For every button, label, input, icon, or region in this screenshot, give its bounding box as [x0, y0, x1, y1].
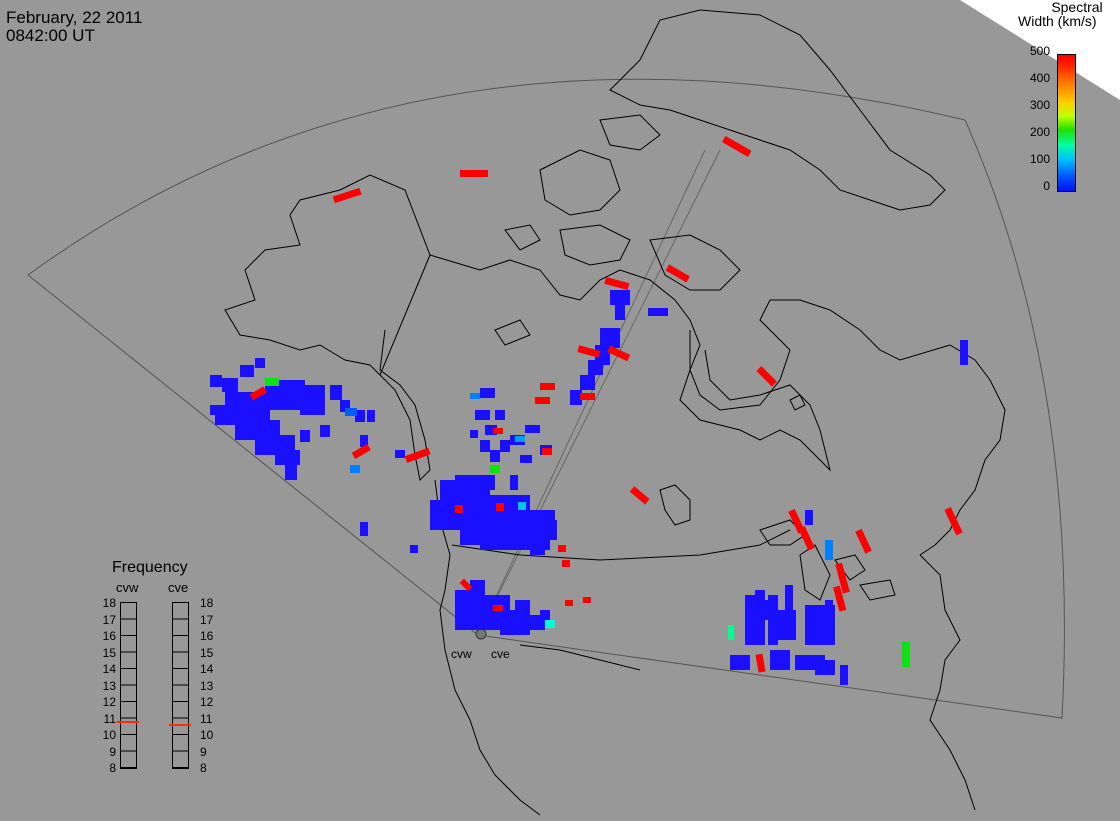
- time-label: 0842:00 UT: [6, 26, 95, 45]
- station-label-cvw: cvw: [451, 647, 472, 661]
- polar-cap-blank: [960, 0, 1120, 100]
- coastlines: [224, 9, 1006, 816]
- frequency-marker-cve: [169, 724, 191, 727]
- colorbar-tick: 0: [1043, 179, 1050, 193]
- station-label-cve: cve: [491, 647, 510, 661]
- radar-site-marker: [475, 628, 487, 640]
- frequency-scale-cvw: [120, 602, 137, 769]
- frequency-tick-left: 14: [102, 662, 116, 676]
- data-cells-green: [265, 378, 910, 667]
- frequency-tick-left: 17: [102, 612, 116, 627]
- colorbar-tick: 100: [1029, 152, 1050, 166]
- frequency-tick-left: 9: [109, 744, 116, 759]
- frequency-tick-left: 8: [109, 761, 116, 775]
- fov-outline: [27, 78, 1065, 719]
- frequency-tick-right: 17: [200, 612, 214, 627]
- frequency-title: Frequency: [112, 559, 188, 576]
- colorbar-tick: 300: [1029, 98, 1050, 112]
- frequency-tick-left: 18: [102, 596, 116, 610]
- data-cells-red: [249, 135, 963, 673]
- frequency-tick-right: 9: [200, 744, 207, 759]
- colorbar-tick: 400: [1029, 71, 1050, 85]
- boundaries: [379, 254, 791, 671]
- frequency-tick-right: 12: [200, 695, 214, 709]
- frequency-tick-right: 11: [200, 711, 213, 726]
- frequency-tick-right: 13: [200, 678, 214, 693]
- frequency-tick-left: 13: [102, 678, 116, 693]
- colorbar-title-line2: Width (km/s): [1018, 13, 1097, 29]
- frequency-marker-cvw: [117, 721, 139, 724]
- frequency-tick-left: 10: [102, 728, 116, 742]
- fov-beam-line-2: [477, 149, 706, 636]
- date-label: February, 22 2011: [6, 8, 143, 27]
- frequency-tick-right: 16: [200, 629, 214, 643]
- colorbar-title-line1: Spectral: [1051, 0, 1103, 15]
- fov-beam-line-1: [477, 149, 721, 636]
- channel-label-cve: cve: [168, 580, 189, 595]
- frequency-tick-right: 14: [200, 662, 214, 676]
- colorbar-scale: [1057, 54, 1076, 192]
- frequency-tick-right: 10: [200, 728, 214, 742]
- channel-label-cvw: cvw: [116, 580, 139, 595]
- frequency-tick-left: 11: [103, 711, 116, 726]
- frequency-tick-right: 8: [200, 761, 207, 775]
- data-cells-cyan: [345, 393, 833, 640]
- frequency-tick-right: 18: [200, 596, 214, 610]
- colorbar-tick: 200: [1029, 125, 1050, 139]
- colorbar-tick: 500: [1029, 44, 1050, 58]
- frequency-tick-left: 16: [102, 629, 116, 643]
- frequency-tick-left: 15: [102, 645, 116, 660]
- frequency-tick-left: 12: [102, 695, 116, 709]
- frequency-scale-cve: [172, 602, 189, 769]
- frequency-tick-right: 15: [200, 645, 214, 660]
